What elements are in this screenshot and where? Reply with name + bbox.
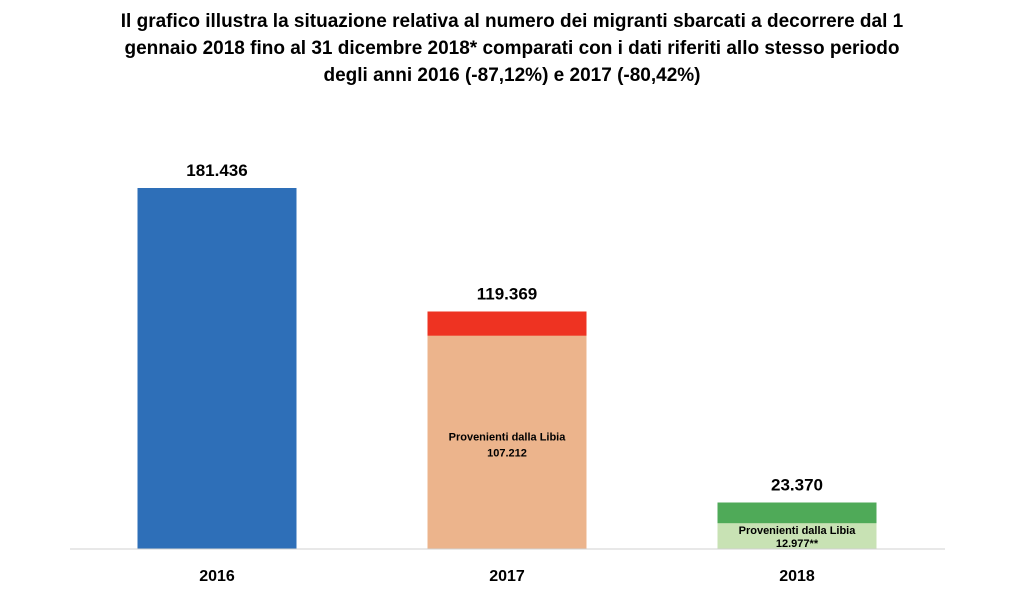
bar-2018-total-label: 23.370 bbox=[771, 476, 823, 495]
title-line-2: gennaio 2018 fino al 31 dicembre 2018* c… bbox=[124, 38, 900, 59]
bar-2017-libya-segment bbox=[427, 335, 587, 549]
title-line-3: degli anni 2016 (-87,12%) e 2017 (-80,42… bbox=[323, 65, 701, 86]
bar-2017-libya-label: Provenienti dalla Libia bbox=[449, 431, 567, 443]
chart-title: Il grafico illustra la situazione relati… bbox=[60, 8, 964, 89]
bar-2016-total-label: 181.436 bbox=[186, 161, 247, 180]
x-tick-label-2017: 2017 bbox=[489, 568, 525, 585]
bar-2017-libya-value: 107.212 bbox=[487, 447, 527, 459]
x-tick-label-2018: 2018 bbox=[779, 568, 815, 585]
bar-2016-total bbox=[137, 188, 297, 549]
bar-2018-libya-label: Provenienti dalla Libia bbox=[739, 525, 857, 537]
bar-2017-total-label: 119.369 bbox=[477, 284, 538, 303]
bar-2018-libya-value: 12.977** bbox=[776, 538, 819, 550]
bar-2018-libya-segment bbox=[717, 523, 877, 549]
x-tick-label-2016: 2016 bbox=[199, 568, 235, 585]
title-line-1: Il grafico illustra la situazione relati… bbox=[120, 11, 904, 32]
